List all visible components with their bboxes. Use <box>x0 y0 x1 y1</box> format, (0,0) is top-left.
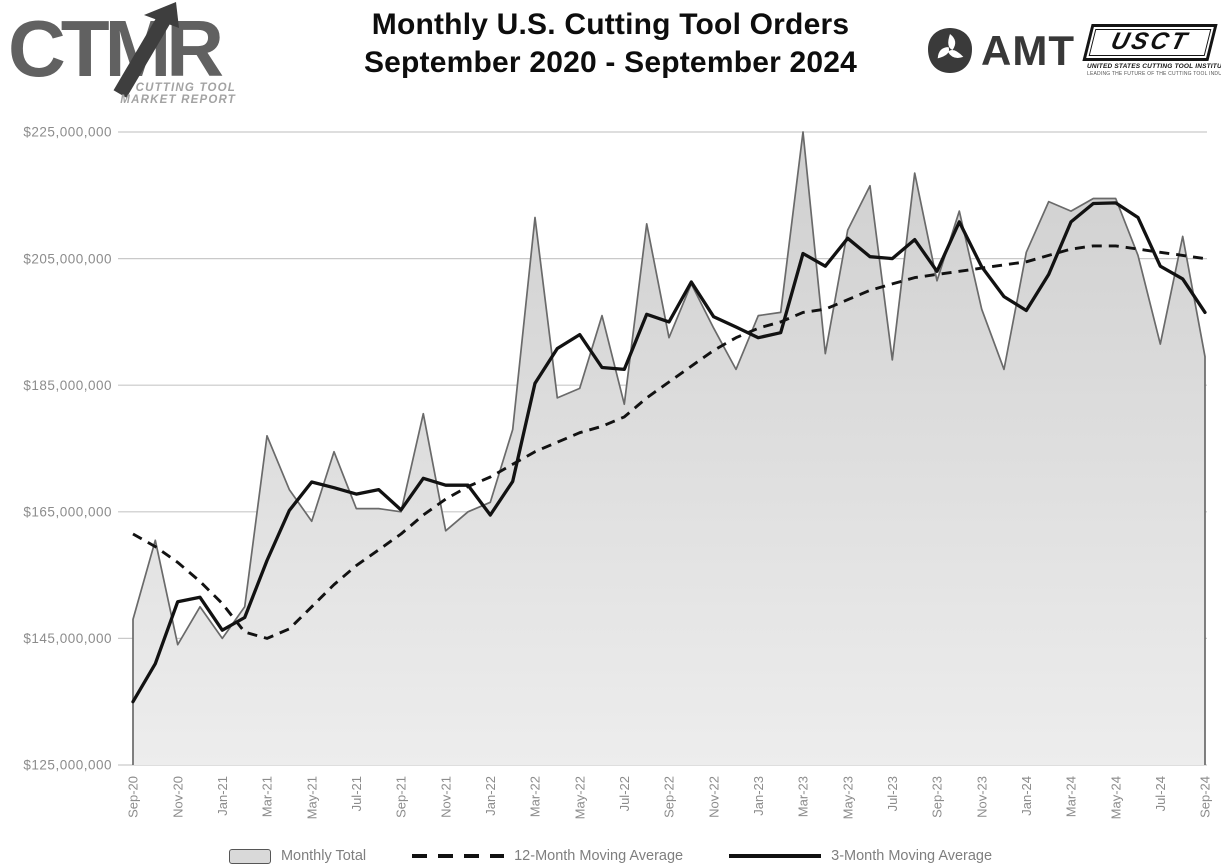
x-axis-label: Mar-22 <box>528 776 543 817</box>
ctmr-arrow-icon <box>113 2 179 98</box>
legend-label-monthly-total: Monthly Total <box>280 848 367 864</box>
x-axis-label: Sep-23 <box>930 776 945 818</box>
x-axis-label: Sep-21 <box>394 776 409 818</box>
x-axis-label: Nov-22 <box>706 776 721 818</box>
header: CTMR CUTTING TOOL MARKET REPORT Monthly … <box>0 0 1221 110</box>
monthly-total-area <box>133 132 1205 765</box>
x-axis-label: Jul-23 <box>885 776 900 811</box>
y-axis-label: $125,000,000 <box>23 758 112 773</box>
y-axis-label: $225,000,000 <box>23 125 112 140</box>
usct-institute-line: UNITED STATES CUTTING TOOL INSTITUTE <box>1087 63 1221 70</box>
ctmr-subtitle-1: CUTTING TOOL <box>136 82 236 94</box>
y-axis-label: $145,000,000 <box>23 631 112 646</box>
x-axis-label: Mar-21 <box>260 776 275 817</box>
usct-label: USCT <box>1108 28 1193 55</box>
legend-item-ma12: 12-Month Moving Average <box>412 848 683 864</box>
x-axis-label: Jul-21 <box>349 776 364 811</box>
x-axis-label: May-22 <box>572 776 587 819</box>
x-axis-label: Nov-20 <box>170 776 185 818</box>
legend-label-ma3: 3-Month Moving Average <box>831 848 993 864</box>
x-axis-label: Mar-23 <box>796 776 811 817</box>
amt-mark-icon <box>928 27 973 73</box>
usct-logo: USCT UNITED STATES CUTTING TOOL INSTITUT… <box>1082 24 1221 77</box>
x-axis-label: May-24 <box>1108 776 1123 819</box>
usct-tagline: LEADING THE FUTURE OF THE CUTTING TOOL I… <box>1087 71 1221 77</box>
x-axis-label: May-23 <box>840 776 855 819</box>
x-axis-label: Nov-23 <box>974 776 989 818</box>
x-axis-label: Nov-21 <box>438 776 453 818</box>
x-axis-label: Jul-22 <box>617 776 632 811</box>
x-axis-label: Sep-20 <box>126 776 141 818</box>
solid-line-sample-icon <box>729 854 822 858</box>
x-axis-label: Jan-23 <box>751 776 766 816</box>
amt-label: AMT <box>981 26 1075 74</box>
usct-box: USCT <box>1082 24 1218 61</box>
x-axis-label: Sep-22 <box>662 776 677 818</box>
y-axis-label: $165,000,000 <box>23 505 112 520</box>
legend-item-ma3: 3-Month Moving Average <box>729 848 992 864</box>
x-axis-label: Jan-24 <box>1019 776 1034 816</box>
y-axis-label: $205,000,000 <box>23 251 112 266</box>
ctmr-logo: CTMR CUTTING TOOL MARKET REPORT <box>8 2 236 106</box>
legend-label-ma12: 12-Month Moving Average <box>514 848 684 864</box>
x-axis-label: Jan-21 <box>215 776 230 816</box>
ctmr-subtitle-2: MARKET REPORT <box>120 94 236 106</box>
x-axis-label: Jan-22 <box>483 776 498 816</box>
legend: Monthly Total 12-Month Moving Average 3-… <box>0 848 1221 864</box>
partner-logos: AMT USCT UNITED STATES CUTTING TOOL INST… <box>927 24 1221 77</box>
monthly-total-swatch-icon <box>228 848 271 864</box>
x-axis-label: May-21 <box>304 776 319 819</box>
x-axis-label: Sep-24 <box>1198 776 1213 818</box>
ma3-line <box>131 201 1207 704</box>
y-axis-label: $185,000,000 <box>23 378 112 393</box>
x-axis-label: Mar-24 <box>1064 776 1079 817</box>
ma12-line <box>132 244 1206 640</box>
x-axis-label: Jul-24 <box>1153 776 1168 811</box>
ctmr-logo-text: CTMR <box>8 4 223 93</box>
dashed-line-sample-icon <box>412 854 505 858</box>
legend-item-monthly-total: Monthly Total <box>228 848 367 864</box>
